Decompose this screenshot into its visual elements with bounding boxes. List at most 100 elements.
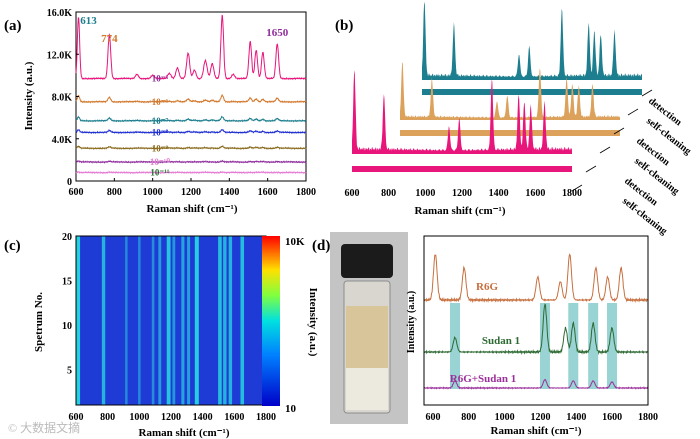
y-tick-label-c-3: 20 <box>62 232 72 243</box>
panel-d-label: (d) <box>312 238 330 254</box>
series-d-1 <box>423 303 648 355</box>
y-tick-label-c-2: 15 <box>62 276 72 287</box>
heatmap-stripe-12 <box>223 236 227 405</box>
heatmap-stripe-5 <box>158 236 162 405</box>
series-label-a-3: 10⁻⁸ <box>152 127 169 137</box>
series-a-2 <box>75 115 307 123</box>
x-tick-label-b-3: 1200 <box>452 188 472 199</box>
layer-tick-b-0 <box>641 89 653 97</box>
vial-bottom <box>346 368 388 410</box>
x-tick-label-a-2: 1000 <box>143 187 163 198</box>
x-tick-label-a-1: 800 <box>107 187 122 198</box>
panel-c-label: (c) <box>4 238 21 254</box>
x-axis-label-d: Raman shift (cm⁻¹) <box>491 425 582 437</box>
series-a-1 <box>75 93 307 104</box>
x-tick-label-c-3: 1200 <box>161 412 181 423</box>
x-tick-label-c-2: 1000 <box>129 412 149 423</box>
x-tick-label-c-6: 1800 <box>256 412 276 423</box>
x-tick-label-d-5: 1600 <box>602 412 622 423</box>
y-axis-label-a: Intensity (a.u.) <box>23 61 35 130</box>
highlight-band-1 <box>539 303 550 389</box>
layer-tick-b-2 <box>613 127 625 135</box>
panel-a-label: (a) <box>4 18 22 34</box>
colorbar-max: 10K <box>285 236 305 248</box>
y-tick-label-a-0: 0 <box>67 177 72 188</box>
y-axis-label-d: Intensity (a.u.) <box>406 291 417 354</box>
y-tick-label-a-1: 4.0K <box>52 135 73 146</box>
layer-tick-b-4 <box>585 165 597 173</box>
layer-b-0 <box>422 1 642 81</box>
heatmap-stripe-11 <box>218 236 222 405</box>
series-a-5 <box>75 159 307 164</box>
layer-tick-b-3 <box>599 146 611 154</box>
heatmap-stripe-14 <box>240 236 245 405</box>
peak-label-a-1: 774 <box>101 33 118 45</box>
heatmap-stripe-7 <box>172 236 176 405</box>
layer-label-b-5: self-cleaning <box>620 196 669 238</box>
x-tick-label-c-4: 1400 <box>193 412 213 423</box>
series-label-a-5: 10⁻¹⁰ <box>150 157 170 167</box>
x-tick-label-b-4: 1400 <box>489 188 509 199</box>
x-tick-label-a-0: 600 <box>69 187 84 198</box>
colorbar-min: 10 <box>285 403 297 415</box>
colorbar <box>262 236 280 406</box>
x-tick-label-d-6: 1800 <box>638 412 658 423</box>
heatmap-stripe-6 <box>166 236 171 405</box>
series-label-d-0: R6G <box>476 281 498 293</box>
highlight-band-2 <box>568 303 579 389</box>
highlight-band-3 <box>588 303 599 389</box>
series-label-a-2: 10⁻⁷ <box>152 116 169 126</box>
heatmap-bg <box>76 236 266 405</box>
x-tick-label-a-4: 1400 <box>219 187 239 198</box>
x-tick-label-d-0: 600 <box>425 412 440 423</box>
x-tick-label-a-6: 1800 <box>296 187 316 198</box>
vial-cap <box>341 244 393 278</box>
x-tick-label-d-1: 800 <box>461 412 476 423</box>
layer-b-1 <box>422 89 642 95</box>
series-label-a-4: 10⁻⁹ <box>152 143 169 153</box>
x-tick-label-a-5: 1600 <box>258 187 278 198</box>
heatmap-stripe-9 <box>187 236 191 405</box>
x-tick-label-c-5: 1600 <box>224 412 244 423</box>
highlight-band-4 <box>606 303 617 389</box>
x-tick-label-c-1: 800 <box>100 412 115 423</box>
series-label-a-1: 10⁻⁶ <box>152 97 169 107</box>
series-a-6 <box>75 170 307 175</box>
heatmap-stripe-2 <box>125 236 128 405</box>
heatmap-stripe-13 <box>228 236 233 405</box>
peak-label-a-0: 613 <box>80 15 97 27</box>
x-tick-label-b-5: 1600 <box>525 188 545 199</box>
colorbar-label: Intensity (a.u.) <box>307 288 319 357</box>
panel-b-label: (b) <box>335 18 353 34</box>
layer-b-3 <box>400 130 620 136</box>
highlight-band-0 <box>450 303 461 389</box>
vial-liquid <box>346 306 388 368</box>
x-tick-label-d-4: 1400 <box>566 412 586 423</box>
layer-tick-b-1 <box>627 108 639 116</box>
x-tick-label-b-1: 800 <box>381 188 396 199</box>
y-tick-label-c-0: 5 <box>67 365 72 376</box>
x-axis-label-c: Raman shift (cm⁻¹) <box>139 427 230 439</box>
layer-b-4 <box>352 70 572 154</box>
series-label-d-1: Sudan 1 <box>482 335 520 347</box>
x-axis-label-a: Raman shift (cm⁻¹) <box>147 203 238 215</box>
heatmap-stripe-10 <box>194 236 199 405</box>
panel-d-frame <box>423 235 649 406</box>
heatmap-stripe-0 <box>76 236 81 405</box>
series-a-3 <box>75 128 307 135</box>
y-axis-label-c: Spetrum No. <box>33 292 45 352</box>
x-tick-label-d-2: 1000 <box>495 412 515 423</box>
heatmap-stripe-1 <box>101 236 106 405</box>
layer-b-5 <box>352 166 572 172</box>
series-label-d-2: R6G+Sudan 1 <box>450 373 517 385</box>
x-tick-label-b-0: 600 <box>345 188 360 199</box>
y-tick-label-a-3: 12.0K <box>47 50 73 61</box>
series-d-0 <box>423 253 648 304</box>
y-tick-label-a-4: 16.0K <box>47 8 73 19</box>
y-tick-label-a-2: 8.0K <box>52 93 73 104</box>
x-tick-label-b-2: 1000 <box>415 188 435 199</box>
heatmap-stripe-3 <box>138 236 141 405</box>
y-tick-label-c-1: 10 <box>62 321 72 332</box>
layer-b-2 <box>400 62 620 120</box>
